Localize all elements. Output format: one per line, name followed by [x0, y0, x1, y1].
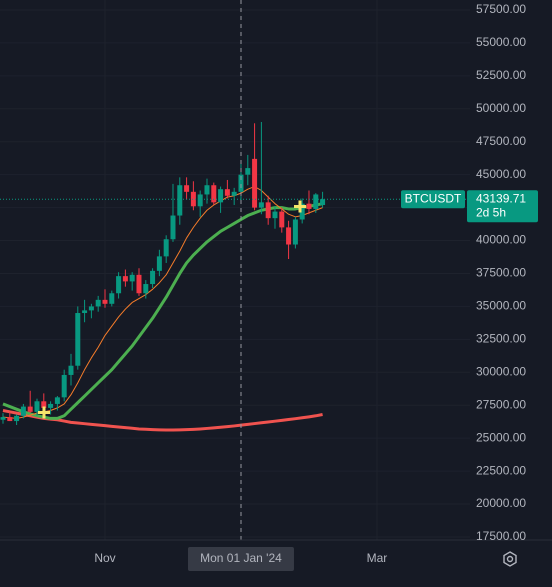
x-tick-label: Nov	[94, 551, 115, 565]
settings-icon[interactable]	[503, 551, 517, 567]
y-tick-label: 27500.00	[476, 397, 526, 411]
candle-body	[0, 417, 6, 420]
y-tick-label: 32500.00	[476, 332, 526, 346]
crosshair-label-box	[187, 547, 294, 571]
moving-average-line	[2, 186, 323, 419]
candle-body	[197, 194, 203, 207]
axes: 17500.00 20000.00 22500.00 25000.00 27500.00…	[94, 2, 526, 571]
y-tick-label: 37500.00	[476, 266, 526, 280]
candle-body	[184, 185, 190, 192]
last-price-label: 43139.71	[476, 191, 526, 205]
candle-body	[48, 403, 54, 408]
candle-body	[238, 174, 244, 192]
countdown-label: 2d 5h	[476, 205, 506, 219]
candle-body	[122, 276, 128, 282]
candle-body	[320, 199, 326, 205]
candle-body	[150, 270, 156, 285]
candle-body	[102, 299, 108, 304]
candle-body	[252, 158, 258, 208]
y-tick-label: 57500.00	[476, 2, 526, 16]
candle-body	[75, 313, 81, 366]
candle-body	[231, 191, 237, 196]
candle-body	[190, 191, 196, 207]
y-tick-label: 45000.00	[476, 167, 526, 181]
candle-body	[286, 227, 292, 245]
y-tick-label: 40000.00	[476, 233, 526, 247]
candle-body	[41, 401, 47, 408]
candle-body	[136, 274, 142, 294]
y-tick-label: 35000.00	[476, 299, 526, 313]
candle-body	[61, 374, 67, 398]
y-tick-label: 47500.00	[476, 134, 526, 148]
candle-body	[177, 185, 183, 216]
candle-body	[14, 415, 20, 422]
y-tick-label: 17500.00	[476, 529, 526, 543]
symbol-box	[401, 190, 465, 209]
y-tick-label: 52500.00	[476, 68, 526, 82]
candle-body	[245, 168, 251, 175]
y-tick-label: 22500.00	[476, 463, 526, 477]
candle-body	[95, 299, 101, 307]
candle-body	[68, 365, 74, 375]
x-tick-label: Mar	[367, 551, 388, 565]
y-tick-label: 55000.00	[476, 35, 526, 49]
candle-body	[313, 194, 319, 209]
y-tick-label: 20000.00	[476, 496, 526, 510]
candle-body	[211, 185, 217, 203]
candle-body	[7, 417, 13, 422]
candle-body	[20, 406, 26, 416]
candle-body	[163, 239, 169, 257]
candle-body	[27, 406, 33, 412]
candle-body	[129, 274, 135, 282]
y-tick-label: 50000.00	[476, 101, 526, 115]
candle-body	[156, 256, 162, 271]
candle-body	[204, 185, 210, 195]
candle-body	[116, 276, 122, 294]
candle-body	[306, 203, 312, 209]
candle-body	[279, 211, 285, 228]
candle-body	[224, 189, 230, 196]
y-tick-label: 30000.00	[476, 364, 526, 378]
candle-body	[265, 202, 271, 219]
candle-body	[109, 293, 115, 304]
candle-body	[82, 310, 88, 314]
candle-body	[88, 306, 94, 311]
candle-body	[170, 215, 176, 240]
candle-body	[34, 401, 40, 412]
candle-body	[218, 189, 224, 203]
x-tick-label: Mon 01 Jan '24	[200, 551, 282, 565]
candle-body	[272, 211, 278, 219]
price-box	[467, 190, 538, 223]
candle-body	[292, 219, 298, 245]
y-tick-label: 25000.00	[476, 430, 526, 444]
candle-body	[143, 284, 149, 294]
symbol-label: BTCUSDT	[405, 191, 462, 205]
grid	[0, 0, 470, 540]
candle-body	[258, 202, 264, 208]
candle-body	[54, 397, 60, 404]
trade-marker	[38, 200, 306, 419]
candle-body	[299, 203, 305, 220]
